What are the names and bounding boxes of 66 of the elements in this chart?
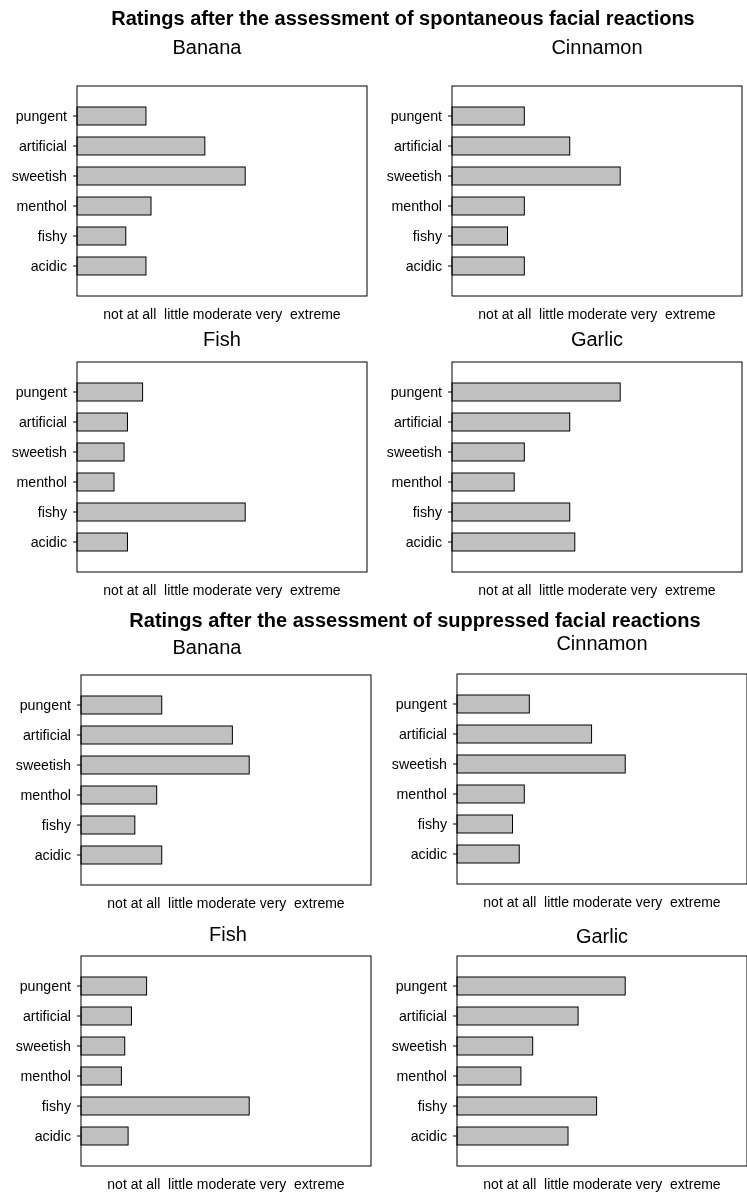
chart-title: Banana — [172, 636, 243, 658]
y-tick-label: artificial — [18, 413, 67, 430]
y-tick-label: artificial — [398, 725, 447, 742]
y-tick-label: acidic — [405, 533, 442, 550]
chart-title: Cinnamon — [551, 36, 643, 58]
y-tick-label: sweetish — [11, 443, 67, 460]
y-tick-label: menthol — [391, 473, 442, 490]
chart-title: Fish — [209, 923, 247, 945]
y-tick-label: artificial — [22, 726, 71, 743]
y-tick-label: menthol — [396, 785, 447, 802]
y-tick-label: fishy — [417, 1097, 448, 1114]
chart-title: Banana — [172, 36, 243, 58]
y-tick-label: pungent — [390, 383, 443, 400]
chart-title: Cinnamon — [556, 632, 648, 654]
y-tick-label: fishy — [417, 815, 448, 832]
chart-title: Garlic — [575, 925, 629, 947]
y-tick-label: pungent — [390, 107, 443, 124]
y-tick-label: artificial — [398, 1007, 447, 1024]
y-tick-label: artificial — [18, 137, 67, 154]
y-tick-label: fishy — [41, 816, 72, 833]
y-tick-label: menthol — [391, 197, 442, 214]
y-tick-label: menthol — [20, 1067, 71, 1084]
y-tick-label: sweetish — [391, 755, 447, 772]
y-tick-label: fishy — [41, 1097, 72, 1114]
y-tick-label: acidic — [34, 1127, 71, 1144]
y-tick-label: fishy — [37, 503, 68, 520]
x-axis-title: not at all little moderate very extreme — [107, 895, 345, 911]
y-tick-label: sweetish — [391, 1037, 447, 1054]
y-tick-label: artificial — [393, 137, 442, 154]
y-tick-label: sweetish — [386, 443, 442, 460]
x-axis-title: not at all little moderate very extreme — [478, 582, 716, 598]
y-tick-label: sweetish — [386, 167, 442, 184]
y-tick-label: menthol — [396, 1067, 447, 1084]
y-tick-label: acidic — [410, 845, 447, 862]
y-tick-label: acidic — [30, 257, 67, 274]
y-tick-label: sweetish — [11, 167, 67, 184]
y-tick-label: pungent — [395, 695, 448, 712]
y-tick-label: fishy — [412, 503, 443, 520]
y-tick-label: sweetish — [15, 1037, 71, 1054]
chart-title: Garlic — [570, 328, 624, 350]
x-axis-title: not at all little moderate very extreme — [103, 306, 341, 322]
text: Ratings after the assessment of spontaneous facial reactions — [111, 7, 695, 29]
y-tick-label: pungent — [19, 696, 72, 713]
x-axis-title: not at all little moderate very extreme — [483, 1176, 721, 1192]
y-tick-label: pungent — [15, 383, 68, 400]
y-tick-label: pungent — [15, 107, 68, 124]
y-tick-label: pungent — [19, 977, 72, 994]
x-axis-title: not at all little moderate very extreme — [483, 894, 721, 910]
x-axis-title: not at all little moderate very extreme — [103, 582, 341, 598]
y-tick-label: menthol — [20, 786, 71, 803]
y-tick-label: acidic — [410, 1127, 447, 1144]
text: Ratings after the assessment of suppressed facial reactions — [129, 609, 701, 631]
x-axis-title: not at all little moderate very extreme — [107, 1176, 345, 1192]
y-tick-label: fishy — [37, 227, 68, 244]
y-tick-label: fishy — [412, 227, 443, 244]
y-tick-label: acidic — [30, 533, 67, 550]
y-tick-label: artificial — [22, 1007, 71, 1024]
y-tick-label: acidic — [405, 257, 442, 274]
y-tick-label: acidic — [34, 846, 71, 863]
chart-title: Fish — [203, 328, 241, 350]
y-tick-label: menthol — [16, 473, 67, 490]
y-tick-label: menthol — [16, 197, 67, 214]
y-tick-label: pungent — [395, 977, 448, 994]
y-tick-label: artificial — [393, 413, 442, 430]
x-axis-title: not at all little moderate very extreme — [478, 306, 716, 322]
y-tick-label: sweetish — [15, 756, 71, 773]
